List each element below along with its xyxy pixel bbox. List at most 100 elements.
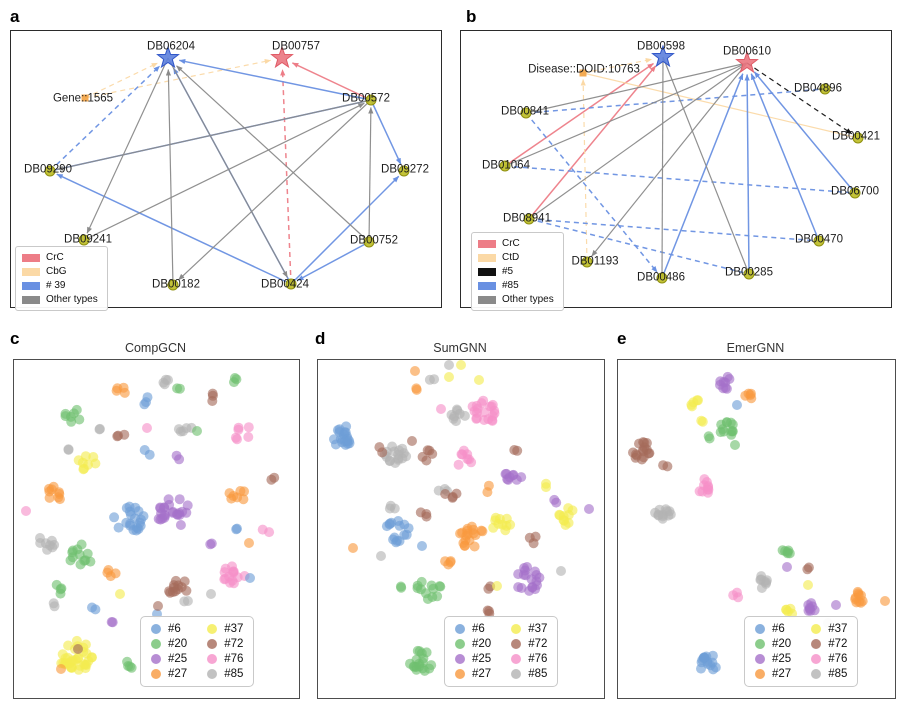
- scatter-point-#25: [160, 510, 171, 521]
- graph-node-label: DB06700: [831, 186, 879, 198]
- graph-node-DB00841: [520, 107, 532, 119]
- graph-edge-db08941-db00470: [528, 218, 820, 242]
- scatter-point-#85: [755, 574, 766, 585]
- legend-dot: [755, 654, 765, 664]
- scatter-point-#27: [850, 592, 861, 603]
- panel-c-title: CompGCN: [124, 341, 187, 355]
- legend-label: #20: [168, 638, 188, 650]
- legend-swatch: [22, 281, 40, 290]
- scatter-point-#37: [688, 397, 699, 408]
- scatter-point-#6: [129, 513, 140, 524]
- scatter-point-#27: [410, 366, 420, 376]
- scatter-point-#27: [476, 525, 487, 536]
- scatter-point-#27: [44, 492, 55, 503]
- scatter-point-#85: [181, 423, 192, 434]
- scatter-point-#6: [394, 520, 405, 531]
- graph-node-label: DB00598: [637, 41, 685, 53]
- panel-b-letter: b: [466, 7, 477, 26]
- scatter-point-#20: [730, 440, 740, 450]
- legend-swatch: [22, 295, 40, 304]
- legend-dot: [455, 669, 465, 679]
- scatter-point-#37: [71, 635, 82, 646]
- graph-edge-db01193-disease: [580, 79, 588, 263]
- scatter-point-#37: [803, 580, 813, 590]
- legend-dot: [811, 654, 822, 664]
- graph-edge-db01064-db00598: [504, 62, 654, 167]
- graph-edge-db06204-db00424: [167, 57, 288, 278]
- scatter-point-#20: [71, 404, 82, 415]
- graph-edge-gene1565-db00757: [84, 58, 272, 99]
- legend-label: #6: [772, 623, 785, 635]
- scatter-point-#27: [224, 488, 235, 499]
- scatter-point-#27: [110, 568, 121, 579]
- legend-item-#27: #27: [455, 668, 491, 680]
- graph-node-DB09272: [398, 165, 410, 177]
- scatter-point-#25: [782, 562, 792, 572]
- scatter-point-#76: [243, 422, 254, 433]
- legend-dot: [511, 624, 522, 634]
- scatter-point-#85: [556, 566, 566, 576]
- scatter-point-#76: [479, 415, 490, 425]
- graph-node-DB00486: [656, 272, 668, 284]
- graph-node-DB06204: [156, 45, 180, 69]
- scatter-point-#37: [541, 478, 551, 489]
- scatter-point-#25: [164, 499, 175, 510]
- scatter-point-#85: [448, 413, 459, 424]
- legend-label: #5: [502, 266, 514, 277]
- legend-item-#85: #85: [811, 668, 847, 680]
- scatter-point-#20: [66, 416, 77, 427]
- graph-edge-db00285-db00610: [744, 74, 750, 275]
- legend-item-CbG: CbG: [22, 266, 98, 277]
- scatter-point-#6: [232, 523, 242, 534]
- scatter-point-#6: [344, 435, 355, 446]
- graph-edge-db00598-db00285: [662, 56, 750, 275]
- scatter-point-#37: [81, 659, 92, 670]
- legend-dot: [755, 639, 765, 649]
- graph-node-label: DB01064: [482, 160, 531, 172]
- scatter-point-#76: [264, 527, 275, 538]
- scatter-point-#27: [238, 494, 249, 505]
- graph-edge-db00610-db01064: [504, 62, 748, 167]
- scatter-point-#25: [155, 503, 166, 514]
- graph-node-label: DB00610: [723, 46, 771, 58]
- scatter-point-#6: [245, 573, 255, 583]
- scatter-point-#37: [115, 589, 125, 599]
- scatter-point-#76: [436, 404, 446, 414]
- legend-item-#85: #85: [511, 668, 547, 680]
- scatter-point-#37: [492, 581, 502, 591]
- legend-label: #25: [168, 653, 188, 665]
- legend-label: Other types: [502, 294, 554, 305]
- scatter-point-#76: [733, 592, 744, 603]
- panel-e-title: EmerGNN: [726, 341, 785, 355]
- scatter-point-#85: [63, 444, 74, 455]
- scatter-point-#37: [474, 375, 484, 385]
- graph-edge-db00572-db00182: [178, 99, 372, 281]
- scatter-point-#20: [704, 433, 715, 444]
- legend-dot: [151, 654, 161, 664]
- legend-dot: [755, 669, 765, 679]
- legend-label: #76: [528, 653, 548, 665]
- legend-label: Other types: [46, 294, 98, 305]
- scatter-point-#37: [696, 415, 707, 426]
- graph-node-DB01193: [581, 256, 593, 268]
- graph-edge-db00841-db00486: [525, 112, 658, 273]
- scatter-point-#76: [227, 575, 238, 586]
- scatter-point-#76: [697, 486, 708, 497]
- graph-node-label: DB08941: [503, 213, 551, 225]
- legend-item-#25: #25: [755, 653, 791, 665]
- graph-edge-db00841-db04896: [525, 88, 826, 114]
- legend-item-#6: #6: [755, 623, 791, 635]
- legend-item-#85: #85: [478, 280, 554, 291]
- scatter-point-#27: [411, 384, 422, 395]
- legend-dot: [151, 639, 161, 649]
- scatter-point-#72: [440, 489, 451, 499]
- legend-dot: [455, 654, 465, 664]
- legend-item-#72: #72: [811, 638, 847, 650]
- graph-node-label: DB00285: [725, 267, 773, 279]
- legend-label: #37: [828, 623, 848, 635]
- legend-panel-c: #6 #20 #25 #27 #37 #72 #76 #85: [140, 616, 255, 687]
- graph-node-label: DB00757: [272, 41, 320, 53]
- scatter-point-#25: [174, 494, 185, 505]
- scatter-point-#72: [415, 507, 426, 518]
- scatter-point-#6: [141, 397, 151, 408]
